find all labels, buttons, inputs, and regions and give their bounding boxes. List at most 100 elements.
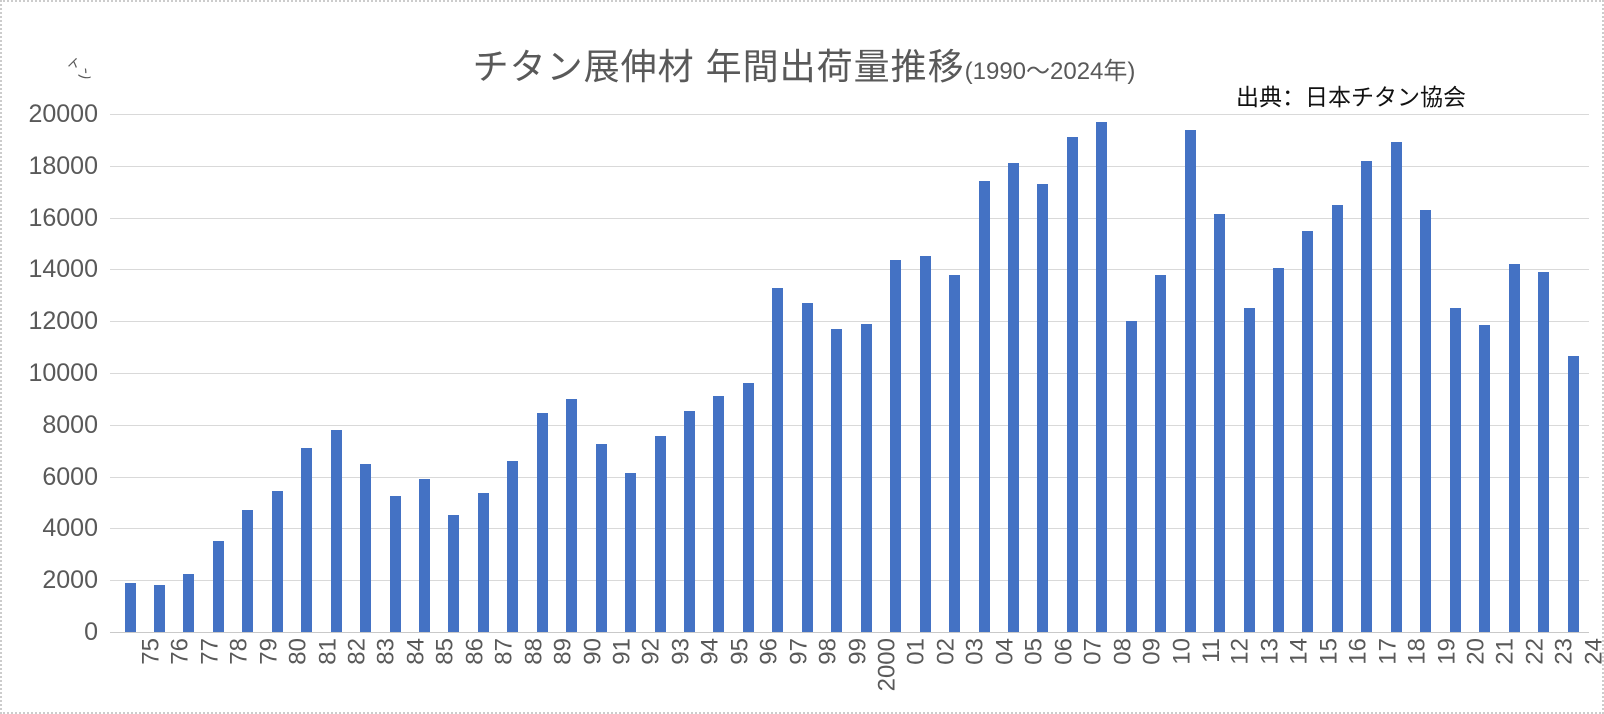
chart-title-text: チタン展伸材 年間出荷量推移 (472, 46, 965, 87)
x-tick-label: 02 (932, 638, 960, 665)
x-tick-label: 76 (166, 638, 194, 665)
x-tick-label: 15 (1315, 638, 1343, 665)
x-tick-label: 97 (785, 638, 813, 665)
x-tick-label: 22 (1521, 638, 1549, 665)
x-tick-label: 88 (520, 638, 548, 665)
y-tick-label: 12000 (28, 307, 98, 336)
x-axis-line (110, 632, 1589, 633)
bar-81 (301, 448, 313, 632)
bar-16 (1331, 204, 1343, 632)
gridline (110, 580, 1589, 582)
x-tick-label: 21 (1492, 638, 1520, 665)
gridline (110, 269, 1589, 271)
x-tick-label: 01 (903, 638, 931, 665)
bar-01 (890, 260, 902, 632)
bar-07 (1066, 137, 1078, 632)
bar-21 (1479, 325, 1491, 632)
bar-18 (1390, 142, 1402, 632)
x-tick-label: 96 (755, 638, 783, 665)
bar-77 (183, 573, 195, 632)
x-tick-label: 13 (1256, 638, 1284, 665)
bar-75 (124, 582, 136, 632)
x-tick-label: 06 (1050, 638, 1078, 665)
x-tick-label: 10 (1168, 638, 1196, 665)
bar-10 (1155, 274, 1167, 632)
bar-06 (1037, 183, 1049, 632)
bar-96 (742, 383, 754, 632)
x-tick-label: 87 (490, 638, 518, 665)
x-tick-label: 91 (608, 638, 636, 665)
gridline (110, 165, 1589, 167)
bar-78 (212, 541, 224, 632)
bar-79 (242, 510, 254, 632)
x-tick-label: 79 (255, 638, 283, 665)
bar-24 (1567, 356, 1579, 632)
x-tick-label: 80 (284, 638, 312, 665)
bar-12 (1214, 213, 1226, 632)
x-tick-label: 18 (1403, 638, 1431, 665)
bar-91 (595, 444, 607, 632)
bar-97 (772, 287, 784, 632)
bar-05 (1007, 163, 1019, 632)
bar-13 (1243, 308, 1255, 632)
bar-88 (507, 461, 519, 632)
bar-92 (625, 472, 637, 632)
gridline (110, 321, 1589, 323)
x-tick-label: 17 (1374, 638, 1402, 665)
x-tick-label: 84 (402, 638, 430, 665)
bar-08 (1096, 121, 1108, 632)
bar-17 (1361, 160, 1373, 632)
x-tick-label: 03 (962, 638, 990, 665)
x-tick-label: 20 (1462, 638, 1490, 665)
gridline (110, 476, 1589, 478)
bar-11 (1184, 129, 1196, 632)
x-tick-label: 85 (432, 638, 459, 665)
source-label: 出典：日本チタン協会 (1236, 84, 1466, 110)
bar-99 (831, 328, 843, 632)
x-tick-label: 93 (667, 638, 695, 665)
x-tick-label: 78 (225, 638, 253, 665)
bar-95 (713, 396, 725, 632)
bar-86 (448, 515, 460, 632)
bar-76 (153, 585, 165, 632)
x-tick-label: 23 (1551, 638, 1579, 665)
chart-title: チタン展伸材 年間出荷量推移(1990～2024年) (2, 38, 1602, 90)
gridline (110, 373, 1589, 374)
y-tick-label: 8000 (42, 410, 98, 439)
x-tick-label: 77 (196, 638, 224, 665)
bar-2000 (860, 323, 872, 632)
x-tick-label: 12 (1227, 638, 1255, 665)
x-tick-label: 98 (814, 638, 842, 665)
x-tick-label: 14 (1286, 638, 1314, 665)
bar-87 (477, 493, 489, 632)
x-tick-label: 09 (1138, 638, 1166, 665)
bar-04 (978, 181, 990, 632)
bar-82 (330, 429, 342, 632)
x-tick-label: 95 (726, 638, 754, 665)
y-tick-label: 2000 (42, 566, 98, 595)
y-tick-label: 4000 (42, 514, 98, 543)
gridline (110, 528, 1589, 530)
x-tick-label: 75 (137, 638, 165, 665)
x-tick-label: 24 (1580, 638, 1604, 665)
x-tick-label: 19 (1433, 638, 1461, 665)
y-tick-label: 14000 (28, 255, 98, 284)
x-tick-label: 86 (461, 638, 489, 665)
x-tick-label: 82 (343, 638, 371, 665)
x-tick-label: 94 (697, 638, 725, 665)
bar-98 (801, 303, 813, 632)
y-tick-label: 20000 (28, 100, 98, 128)
x-tick-label: 81 (314, 638, 342, 665)
x-tick-label: 08 (1109, 638, 1137, 665)
bar-94 (684, 410, 696, 632)
chart-title-range: (1990～2024年) (964, 58, 1136, 85)
y-tick-label: 0 (84, 618, 98, 646)
bar-15 (1302, 230, 1314, 632)
gridline (110, 114, 1589, 115)
bar-84 (389, 496, 401, 632)
bar-09 (1125, 321, 1137, 632)
bar-80 (271, 490, 283, 632)
gridline (110, 217, 1589, 219)
x-tick-label: 89 (549, 638, 577, 665)
